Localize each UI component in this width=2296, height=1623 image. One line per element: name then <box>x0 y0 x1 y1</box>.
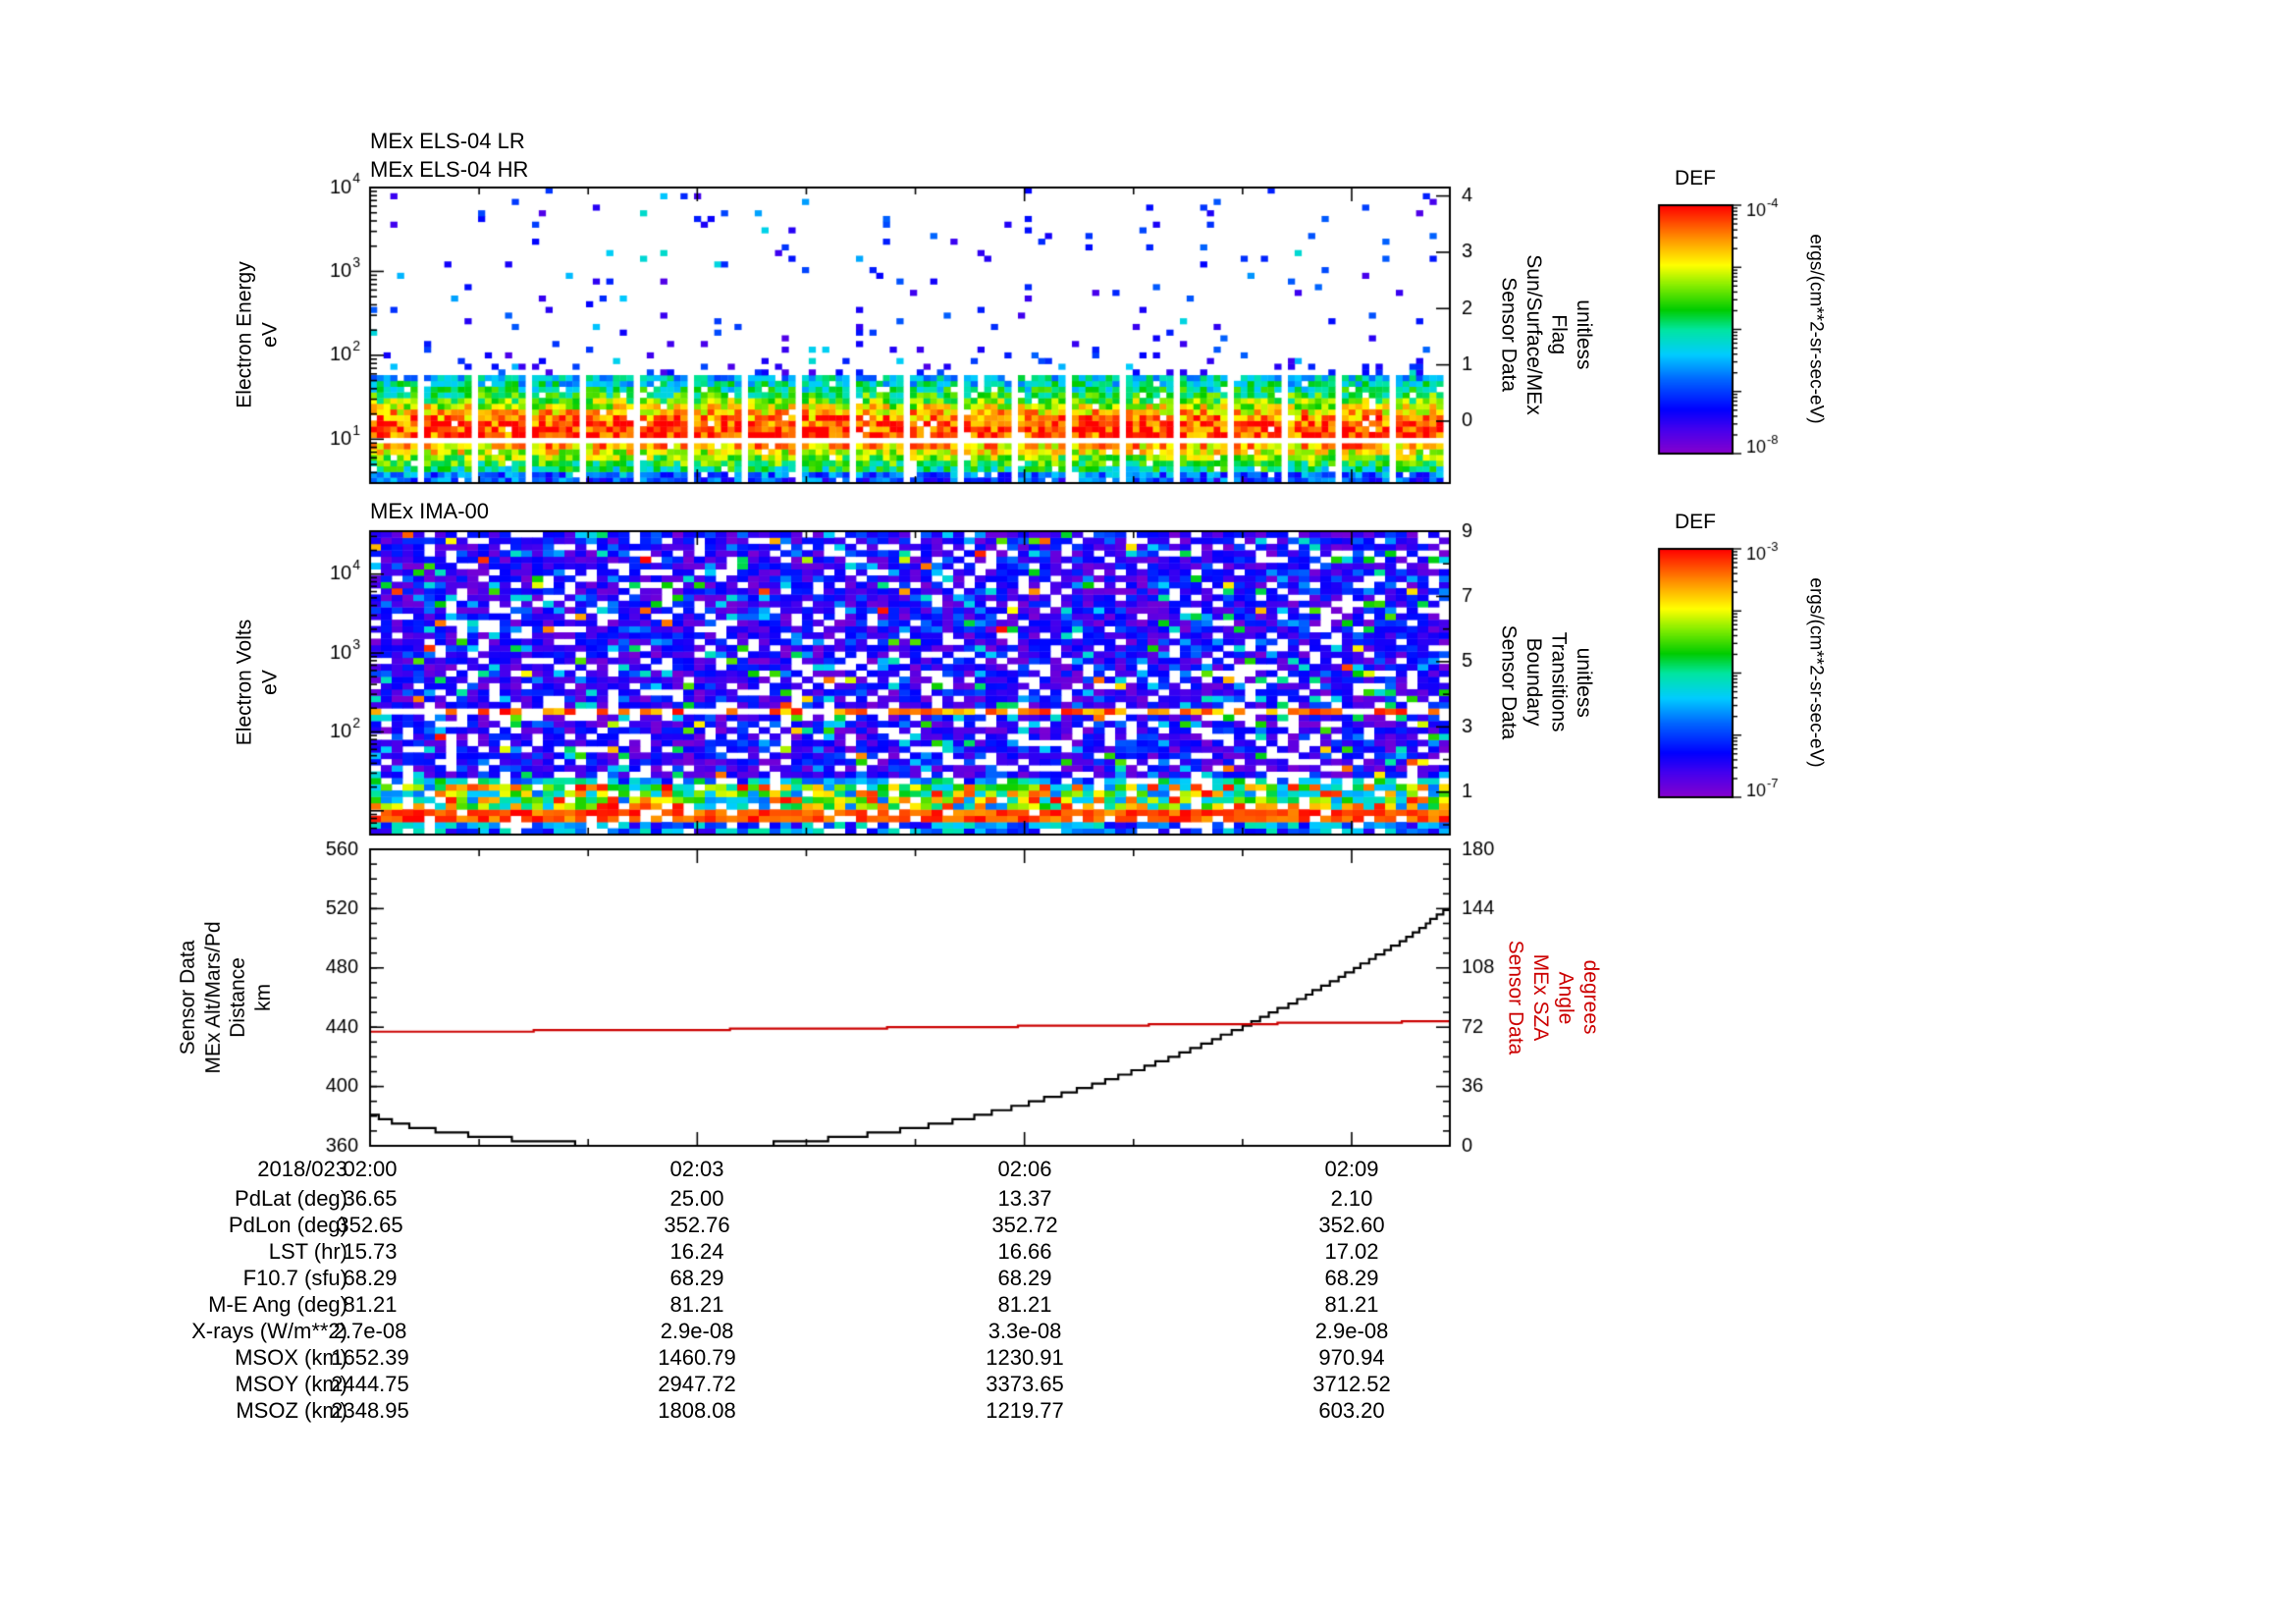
table-cell: 1652.39 <box>331 1345 409 1370</box>
colorbar2-title: DEF <box>1675 511 1716 533</box>
table-row-label: PdLat (deg) <box>235 1186 347 1211</box>
table-cell: 2.9e-08 <box>1314 1319 1389 1343</box>
colorbar2-units-label: ergs/(cm**2-sr-sec-eV) <box>1805 577 1827 768</box>
time-tick-label: 02:09 <box>1324 1157 1379 1181</box>
colorbar1-units-label: ergs/(cm**2-sr-sec-eV) <box>1805 234 1827 424</box>
table-cell: 352.72 <box>991 1213 1058 1237</box>
table-cell: 68.29 <box>343 1266 398 1290</box>
ima-y-axis-label: Electron Volts eV <box>233 619 281 746</box>
time-tick-label: 02:00 <box>343 1157 398 1181</box>
table-cell: 1219.77 <box>986 1398 1064 1423</box>
table-row-label: MSOX (km) <box>235 1345 347 1370</box>
table-cell: 352.76 <box>664 1213 730 1237</box>
els-right-axis-label: Sensor Data Sun/Surface/MEx Flag unitles… <box>1497 254 1596 415</box>
table-row-label: MSOZ (km) <box>236 1398 347 1423</box>
table-cell: 1460.79 <box>658 1345 736 1370</box>
table-cell: 81.21 <box>1324 1292 1379 1317</box>
table-cell: 352.60 <box>1318 1213 1385 1237</box>
colorbar1-title: DEF <box>1675 167 1716 189</box>
table-cell: 68.29 <box>1324 1266 1379 1290</box>
table-cell: 13.37 <box>997 1186 1052 1211</box>
table-row-label: F10.7 (sfu) <box>242 1266 347 1290</box>
els-y-axis-label: Electron Energy eV <box>233 261 281 408</box>
table-cell: 2.9e-08 <box>660 1319 734 1343</box>
table-row-label: LST (hr) <box>268 1239 347 1264</box>
sza-right-axis-label: Sensor Data MEx SZA Angle degrees <box>1504 940 1603 1055</box>
table-row-label: X-rays (W/m**2) <box>191 1319 347 1343</box>
ima-right-axis-label: Sensor Data Boundary Transitions unitles… <box>1497 624 1596 740</box>
table-row-label: MSOY (km) <box>235 1372 347 1396</box>
table-cell: 3373.65 <box>986 1372 1064 1396</box>
table-cell: 352.65 <box>337 1213 403 1237</box>
table-cell: 36.65 <box>343 1186 398 1211</box>
table-cell: 81.21 <box>997 1292 1052 1317</box>
date-label: 2018/023 <box>257 1157 347 1181</box>
table-cell: 2348.95 <box>331 1398 409 1423</box>
table-row-label: M-E Ang (deg) <box>208 1292 347 1317</box>
table-cell: 3.3e-08 <box>988 1319 1062 1343</box>
table-cell: 2947.72 <box>658 1372 736 1396</box>
table-cell: 2.10 <box>1330 1186 1373 1211</box>
ima-panel-title: MEx IMA-00 <box>370 499 490 523</box>
table-cell: 3712.52 <box>1312 1372 1391 1396</box>
table-cell: 16.66 <box>997 1239 1052 1264</box>
table-cell: 1808.08 <box>658 1398 736 1423</box>
time-tick-label: 02:03 <box>669 1157 724 1181</box>
table-cell: 68.29 <box>997 1266 1052 1290</box>
table-cell: 81.21 <box>669 1292 724 1317</box>
table-cell: 81.21 <box>343 1292 398 1317</box>
els-panel-title: MEx ELS-04 LR MEx ELS-04 HR <box>370 129 529 182</box>
table-cell: 2.7e-08 <box>333 1319 407 1343</box>
table-cell: 25.00 <box>669 1186 724 1211</box>
table-cell: 17.02 <box>1324 1239 1379 1264</box>
table-row-label: PdLon (deg) <box>228 1213 347 1237</box>
table-cell: 15.73 <box>343 1239 398 1264</box>
table-cell: 970.94 <box>1318 1345 1385 1370</box>
table-cell: 68.29 <box>669 1266 724 1290</box>
time-tick-label: 02:06 <box>997 1157 1052 1181</box>
table-cell: 603.20 <box>1318 1398 1385 1423</box>
table-cell: 2444.75 <box>331 1372 409 1396</box>
table-cell: 1230.91 <box>986 1345 1064 1370</box>
alt-y-axis-label: Sensor Data MEx Alt/Mars/Pd Distance km <box>176 921 275 1074</box>
table-cell: 16.24 <box>669 1239 724 1264</box>
